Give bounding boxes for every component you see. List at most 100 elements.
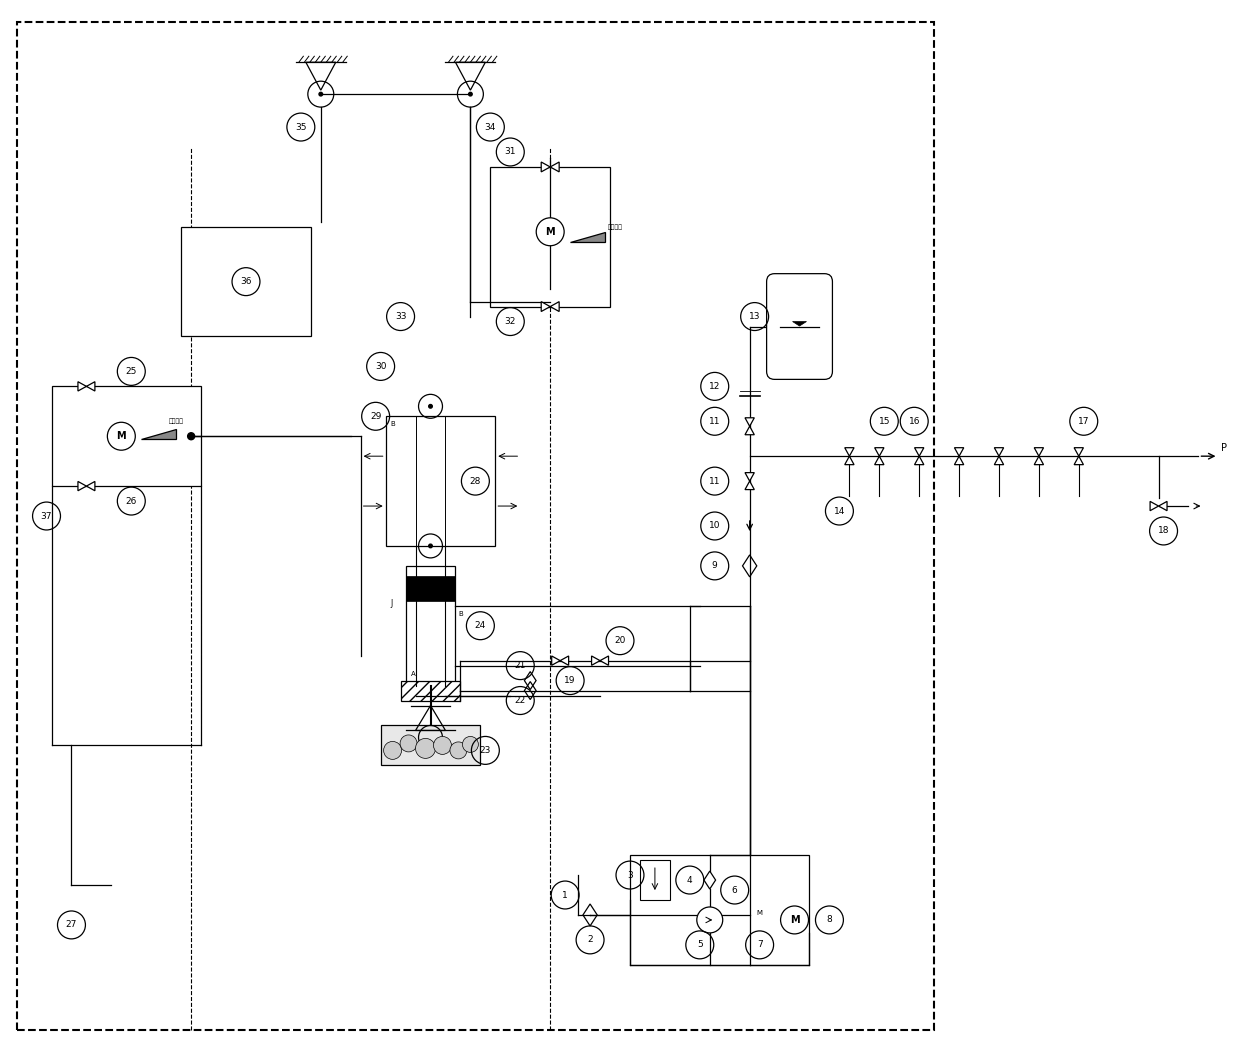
- Bar: [52, 386, 201, 486]
- Text: 7: 7: [756, 940, 763, 950]
- Text: 6: 6: [732, 886, 738, 894]
- Text: 17: 17: [1078, 416, 1090, 426]
- Text: M: M: [546, 227, 556, 236]
- Text: 2: 2: [588, 935, 593, 945]
- Circle shape: [429, 405, 433, 408]
- Polygon shape: [1149, 501, 1158, 510]
- Polygon shape: [541, 301, 551, 312]
- Text: 1: 1: [562, 890, 568, 900]
- Text: 水流调节: 水流调节: [169, 418, 184, 424]
- Polygon shape: [541, 162, 551, 172]
- Text: 4: 4: [687, 876, 693, 885]
- Polygon shape: [551, 301, 559, 312]
- Text: 32: 32: [505, 317, 516, 326]
- Text: 28: 28: [470, 477, 481, 485]
- Polygon shape: [1074, 448, 1084, 456]
- Text: 19: 19: [564, 676, 575, 685]
- Text: 35: 35: [295, 122, 306, 132]
- Polygon shape: [745, 473, 754, 481]
- Polygon shape: [78, 481, 87, 491]
- Polygon shape: [915, 456, 924, 464]
- Text: B: B: [459, 611, 464, 617]
- Circle shape: [187, 433, 195, 439]
- Polygon shape: [591, 656, 600, 665]
- Polygon shape: [570, 232, 605, 242]
- Polygon shape: [994, 456, 1003, 464]
- Bar: [401, 681, 460, 701]
- Circle shape: [319, 92, 322, 96]
- Text: 13: 13: [749, 312, 760, 321]
- Text: 14: 14: [833, 506, 846, 516]
- Text: 34: 34: [485, 122, 496, 132]
- Text: 16: 16: [909, 416, 920, 426]
- Polygon shape: [745, 481, 754, 490]
- Polygon shape: [745, 417, 754, 427]
- Circle shape: [415, 738, 435, 758]
- Text: 31: 31: [505, 147, 516, 157]
- Text: 24: 24: [475, 621, 486, 631]
- Text: 8: 8: [827, 915, 832, 925]
- Polygon shape: [955, 448, 963, 456]
- Text: M: M: [117, 431, 126, 441]
- Text: 22: 22: [515, 696, 526, 705]
- Text: A: A: [410, 670, 415, 677]
- Bar: [630, 856, 810, 964]
- Bar: [181, 227, 311, 337]
- Text: 水流调节: 水流调节: [608, 224, 622, 229]
- Bar: [490, 167, 610, 306]
- Bar: [386, 416, 495, 546]
- Polygon shape: [844, 456, 854, 464]
- Circle shape: [469, 92, 472, 96]
- Polygon shape: [874, 448, 884, 456]
- Text: 29: 29: [370, 412, 382, 420]
- Text: M: M: [790, 915, 800, 925]
- Circle shape: [401, 735, 417, 752]
- Bar: [640, 860, 670, 900]
- Text: 26: 26: [125, 497, 136, 505]
- Text: 27: 27: [66, 920, 77, 930]
- Circle shape: [383, 742, 402, 759]
- Text: 9: 9: [712, 562, 718, 570]
- Bar: [405, 566, 455, 685]
- Polygon shape: [994, 448, 1003, 456]
- Polygon shape: [1158, 501, 1167, 510]
- Text: 30: 30: [374, 362, 387, 371]
- Polygon shape: [1074, 456, 1084, 464]
- Text: 37: 37: [41, 511, 52, 521]
- Polygon shape: [141, 429, 176, 439]
- Text: M: M: [756, 910, 763, 916]
- Polygon shape: [792, 321, 806, 326]
- Circle shape: [697, 907, 723, 933]
- Polygon shape: [560, 656, 569, 665]
- Text: 12: 12: [709, 382, 720, 391]
- FancyBboxPatch shape: [766, 274, 832, 380]
- Text: 18: 18: [1158, 526, 1169, 536]
- Polygon shape: [874, 456, 884, 464]
- Text: J: J: [391, 598, 393, 608]
- Polygon shape: [78, 382, 87, 391]
- Text: 11: 11: [709, 477, 720, 485]
- Text: 15: 15: [879, 416, 890, 426]
- Text: 3: 3: [627, 870, 632, 880]
- Polygon shape: [1034, 456, 1044, 464]
- Polygon shape: [844, 448, 854, 456]
- Polygon shape: [1034, 448, 1044, 456]
- Text: P: P: [1221, 444, 1228, 453]
- Text: 21: 21: [515, 661, 526, 670]
- Polygon shape: [915, 448, 924, 456]
- Circle shape: [463, 736, 479, 752]
- Bar: [381, 726, 480, 766]
- Circle shape: [434, 736, 451, 754]
- Text: 20: 20: [614, 636, 626, 645]
- Polygon shape: [552, 656, 560, 665]
- Text: 10: 10: [709, 522, 720, 530]
- Text: 11: 11: [709, 416, 720, 426]
- Text: 5: 5: [697, 940, 703, 950]
- Circle shape: [450, 742, 467, 758]
- Text: 25: 25: [125, 367, 136, 376]
- Polygon shape: [955, 456, 963, 464]
- Polygon shape: [87, 481, 95, 491]
- Text: B: B: [391, 422, 396, 427]
- Bar: [16, 22, 934, 1029]
- Circle shape: [536, 218, 564, 246]
